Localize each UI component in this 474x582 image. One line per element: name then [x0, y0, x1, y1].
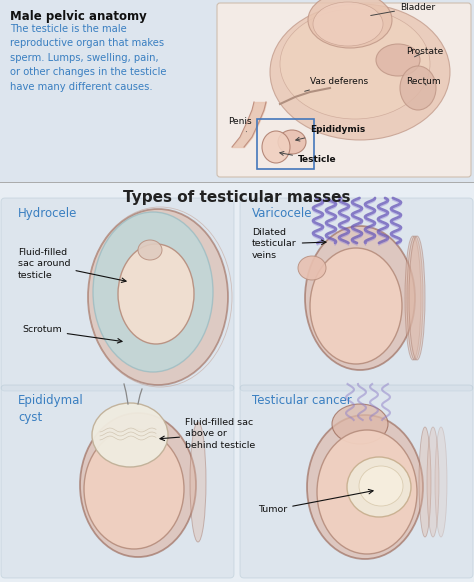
- Ellipse shape: [308, 0, 392, 48]
- FancyBboxPatch shape: [217, 3, 471, 177]
- Text: Penis: Penis: [228, 118, 252, 132]
- Text: Prostate: Prostate: [406, 48, 443, 57]
- Ellipse shape: [407, 236, 423, 360]
- Ellipse shape: [313, 2, 383, 46]
- Text: Scrotum: Scrotum: [22, 325, 122, 343]
- Text: Testicular cancer: Testicular cancer: [252, 394, 352, 407]
- Ellipse shape: [435, 427, 447, 537]
- FancyBboxPatch shape: [240, 385, 473, 578]
- Text: Fluid-filled sac
above or
behind testicle: Fluid-filled sac above or behind testicl…: [160, 418, 255, 450]
- Ellipse shape: [310, 248, 402, 364]
- Text: Testicle: Testicle: [280, 151, 337, 165]
- Ellipse shape: [347, 457, 411, 517]
- Ellipse shape: [405, 236, 421, 360]
- Text: Vas deferens: Vas deferens: [305, 77, 368, 91]
- Text: Male pelvic anatomy: Male pelvic anatomy: [10, 10, 147, 23]
- Text: Dilated
testicular
veins: Dilated testicular veins: [252, 228, 326, 260]
- Text: Types of testicular masses: Types of testicular masses: [123, 190, 351, 205]
- Ellipse shape: [332, 404, 388, 444]
- Text: Rectum: Rectum: [406, 77, 441, 87]
- Ellipse shape: [427, 427, 439, 537]
- Text: Hydrocele: Hydrocele: [18, 207, 77, 220]
- FancyBboxPatch shape: [1, 385, 234, 578]
- Ellipse shape: [270, 4, 450, 140]
- Text: Epididymal
cyst: Epididymal cyst: [18, 394, 84, 424]
- Ellipse shape: [118, 244, 194, 344]
- Ellipse shape: [280, 9, 430, 119]
- Text: Epididymis: Epididymis: [296, 126, 365, 141]
- FancyBboxPatch shape: [240, 198, 473, 391]
- Ellipse shape: [278, 130, 306, 154]
- Ellipse shape: [376, 44, 420, 76]
- Ellipse shape: [359, 466, 403, 506]
- Text: The testicle is the male
reproductive organ that makes
sperm. Lumps, swelling, p: The testicle is the male reproductive or…: [10, 24, 166, 91]
- Ellipse shape: [138, 240, 162, 260]
- Ellipse shape: [92, 403, 168, 467]
- FancyBboxPatch shape: [0, 0, 474, 182]
- Ellipse shape: [88, 209, 228, 385]
- Ellipse shape: [84, 429, 184, 549]
- Ellipse shape: [409, 236, 425, 360]
- Ellipse shape: [80, 413, 196, 557]
- Text: Fluid-filled
sac around
testicle: Fluid-filled sac around testicle: [18, 249, 126, 282]
- Ellipse shape: [298, 256, 326, 280]
- Ellipse shape: [317, 430, 417, 554]
- FancyBboxPatch shape: [1, 198, 234, 391]
- Text: Varicocele: Varicocele: [252, 207, 312, 220]
- Ellipse shape: [93, 212, 213, 372]
- Ellipse shape: [400, 66, 436, 110]
- Ellipse shape: [190, 422, 206, 542]
- Text: Bladder: Bladder: [371, 2, 435, 16]
- Ellipse shape: [262, 131, 290, 163]
- Ellipse shape: [307, 415, 423, 559]
- Ellipse shape: [419, 427, 431, 537]
- Ellipse shape: [305, 226, 415, 370]
- Text: Tumor: Tumor: [258, 489, 373, 514]
